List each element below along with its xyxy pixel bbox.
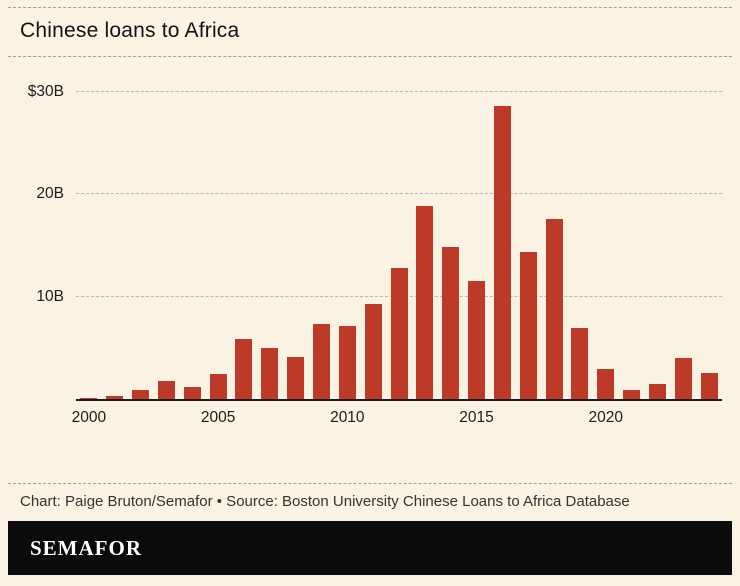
bar-2003 [157, 380, 175, 399]
semafor-wordmark: SEMAFOR [30, 535, 142, 560]
gridline-20 [76, 193, 722, 195]
header-dashed-divider [8, 56, 732, 57]
bar-2004 [183, 386, 201, 399]
bar-2020 [597, 369, 615, 399]
page-title: Chinese loans to Africa [20, 19, 240, 42]
footer-dashed-divider [8, 483, 732, 484]
y-tick-label-20: 20B [36, 185, 64, 203]
x-tick-label-2000: 2000 [71, 409, 107, 426]
x-tick-label-2005: 2005 [200, 409, 236, 426]
bar-2019 [571, 328, 589, 399]
x-axis: 2000 2005 2010 2015 2020 [72, 401, 722, 435]
bar-2005 [209, 374, 227, 399]
y-tick-label-10: 10B [36, 287, 64, 305]
bar-2024 [700, 373, 718, 399]
x-tick-label-2010: 2010 [330, 409, 365, 426]
bar-2015 [468, 281, 486, 399]
bar-2021 [623, 389, 641, 399]
bar-2009 [312, 324, 330, 399]
spacer [0, 435, 740, 483]
bar-2000 [80, 397, 98, 399]
brand-bar: SEMAFOR [8, 521, 732, 575]
bar-2016 [493, 106, 511, 399]
bar-2018 [545, 218, 563, 399]
bar-2023 [674, 358, 692, 399]
bar-2014 [442, 246, 460, 399]
bar-2013 [416, 205, 434, 399]
bar-2012 [390, 268, 408, 399]
bar-2008 [287, 357, 305, 399]
bar-2022 [648, 383, 666, 399]
x-tick-label-2015: 2015 [459, 409, 494, 426]
bar-2017 [519, 251, 537, 399]
x-tick-label-2020: 2020 [588, 409, 623, 426]
bar-2006 [235, 338, 253, 399]
bar-2001 [106, 395, 124, 399]
plot-area: 10B 20B $30B [28, 57, 722, 401]
chart-header: Chinese loans to Africa [0, 8, 740, 56]
bar-2002 [132, 389, 150, 399]
chart-section: 10B 20B $30B 2000 2005 2010 2015 2020 [18, 57, 722, 435]
bar-2011 [364, 303, 382, 399]
gridline-30 [76, 91, 722, 92]
bar-2010 [338, 326, 356, 399]
credit-text: Chart: Paige Bruton/Semafor • Source: Bo… [20, 493, 630, 510]
bar-2007 [261, 347, 279, 399]
y-tick-label-30: $30B [27, 83, 64, 100]
top-dashed-divider [8, 7, 732, 8]
